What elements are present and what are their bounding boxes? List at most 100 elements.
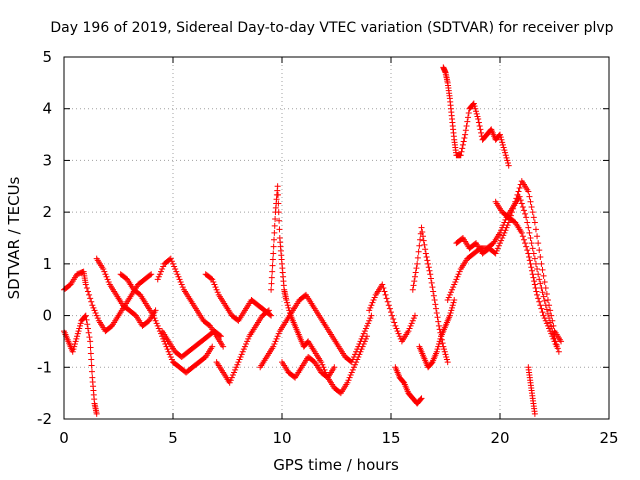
data-point-interp bbox=[474, 113, 481, 120]
data-point-interp bbox=[536, 298, 543, 305]
data-point-interp bbox=[522, 240, 529, 247]
data-point-interp bbox=[510, 205, 517, 212]
data-point bbox=[523, 214, 530, 221]
data-point-interp bbox=[527, 260, 534, 267]
data-point bbox=[69, 348, 76, 355]
data-point-interp bbox=[84, 288, 91, 295]
data-point bbox=[270, 343, 277, 350]
data-point-interp bbox=[518, 200, 525, 207]
data-point bbox=[265, 307, 272, 314]
data-point-interp bbox=[531, 255, 538, 262]
data-point-interp bbox=[549, 333, 556, 340]
data-point-interp bbox=[547, 307, 554, 314]
data-point-interp bbox=[535, 240, 542, 247]
data-point-interp bbox=[151, 315, 158, 322]
data-point-interp bbox=[537, 302, 544, 309]
data-point bbox=[499, 235, 506, 241]
data-point bbox=[505, 162, 512, 169]
data-point-interp bbox=[368, 302, 375, 309]
data-point-interp bbox=[450, 299, 457, 306]
y-tick-label: 3 bbox=[42, 151, 52, 169]
data-point bbox=[418, 395, 425, 402]
data-point-interp bbox=[535, 271, 542, 278]
data-point-interp bbox=[520, 207, 527, 214]
data-point-interp bbox=[321, 366, 328, 373]
data-point-interp bbox=[164, 346, 171, 353]
data-point-interp bbox=[529, 209, 536, 216]
data-point-interp bbox=[478, 129, 485, 136]
data-point-interp bbox=[319, 361, 326, 368]
data-point-interp bbox=[275, 191, 282, 198]
data-point-interp bbox=[349, 366, 356, 373]
data-point-interp bbox=[238, 351, 245, 358]
data-point-interp bbox=[534, 233, 541, 240]
data-point-interp bbox=[526, 257, 533, 264]
data-point-interp bbox=[366, 317, 373, 324]
data-point-interp bbox=[543, 291, 550, 298]
data-point-interp bbox=[394, 328, 401, 335]
data-point-interp bbox=[508, 209, 515, 216]
data-point-interp bbox=[426, 267, 433, 274]
data-point-interp bbox=[422, 246, 429, 253]
data-point-interp bbox=[271, 236, 278, 243]
data-point-interp bbox=[423, 253, 430, 260]
x-tick-label: 25 bbox=[599, 429, 618, 447]
data-point bbox=[505, 219, 512, 226]
data-point bbox=[350, 364, 357, 371]
data-point bbox=[547, 328, 554, 335]
data-point-interp bbox=[441, 346, 448, 353]
data-point-interp bbox=[352, 361, 359, 368]
data-point-interp bbox=[477, 126, 484, 133]
data-point-interp bbox=[443, 353, 450, 360]
data-point-interp bbox=[410, 282, 417, 289]
axis-ticks: 0 5 10 15 20 25 -2 -1 0 1 2 3 4 5 bbox=[37, 48, 619, 447]
data-point-interp bbox=[473, 108, 480, 115]
data-point-interp bbox=[551, 338, 558, 345]
data-point-interp bbox=[147, 272, 154, 279]
data-point-interp bbox=[454, 273, 461, 280]
data-point-interp bbox=[275, 209, 282, 216]
data-point-interp bbox=[412, 269, 419, 276]
data-point-interp bbox=[471, 103, 478, 110]
data-point-interp bbox=[240, 346, 247, 353]
data-point-interp bbox=[167, 353, 174, 360]
data-point-interp bbox=[271, 222, 278, 229]
data-point-interp bbox=[90, 304, 97, 311]
data-point-interp bbox=[514, 191, 521, 198]
data-point-interp bbox=[544, 322, 551, 329]
data-point bbox=[93, 410, 100, 417]
data-point bbox=[475, 116, 482, 123]
data-point-interp bbox=[168, 356, 175, 363]
x-tick-label: 0 bbox=[59, 429, 69, 447]
data-point-interp bbox=[103, 273, 110, 280]
data-point-interp bbox=[497, 134, 504, 141]
data-point bbox=[451, 281, 458, 288]
data-point bbox=[268, 312, 275, 319]
data-point bbox=[414, 260, 421, 267]
data-point-interp bbox=[534, 266, 541, 273]
data-point-interp bbox=[88, 298, 95, 305]
data-point-interp bbox=[274, 333, 281, 340]
data-point-interp bbox=[544, 310, 551, 317]
data-point-interp bbox=[171, 263, 178, 270]
data-point-interp bbox=[360, 330, 367, 337]
data-point-interp bbox=[459, 141, 466, 148]
data-point-interp bbox=[473, 110, 480, 117]
data-point bbox=[150, 312, 157, 319]
data-point-interp bbox=[284, 302, 291, 309]
data-point-interp bbox=[449, 286, 456, 293]
data-point-interp bbox=[156, 271, 163, 278]
data-point-interp bbox=[357, 338, 364, 345]
data-point-interp bbox=[549, 317, 556, 324]
data-point-interp bbox=[498, 237, 505, 244]
data-point-interp bbox=[153, 320, 160, 327]
data-point-interp bbox=[71, 341, 78, 348]
data-point bbox=[529, 271, 536, 278]
data-point-interp bbox=[354, 346, 361, 353]
data-point bbox=[409, 286, 416, 293]
data-point-interp bbox=[415, 248, 422, 255]
data-point-interp bbox=[347, 372, 354, 379]
data-point-interp bbox=[435, 343, 442, 350]
data-point-interp bbox=[520, 236, 527, 243]
data-point-interp bbox=[208, 275, 215, 282]
